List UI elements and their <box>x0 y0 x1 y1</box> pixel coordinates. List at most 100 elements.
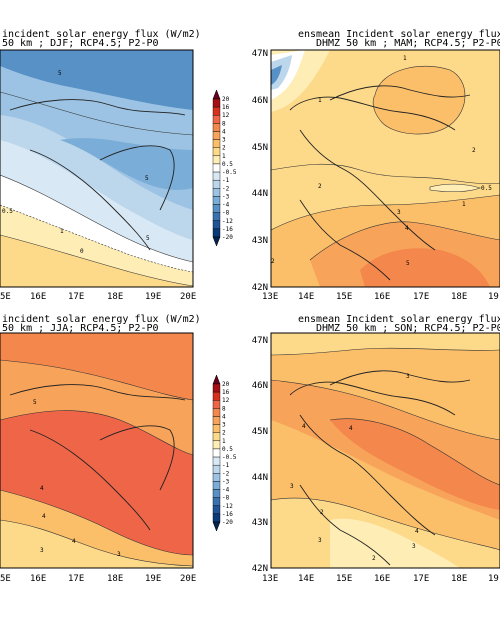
latitude-axis-labels: 47N 46N 45N 44N 43N 42N <box>252 49 268 293</box>
colorbar-tick-label: 16 <box>222 389 230 396</box>
contour-labels: 1 1 2 2 3 4 5 1 0.5 2 <box>271 55 492 267</box>
contour-label: 2 <box>472 147 476 154</box>
lon-label: 17E <box>68 574 84 584</box>
lon-label: 17E <box>68 292 84 302</box>
contour-label: 3 <box>412 543 416 550</box>
contour-label: 4 <box>349 425 353 432</box>
panel-title-line1: ensmean Incident solar energy flux (W/m2… <box>298 314 500 325</box>
colorbar-segment <box>212 196 221 205</box>
lon-label: 18E <box>107 574 123 584</box>
map-frame <box>270 49 500 288</box>
contour-fill-field <box>271 50 500 287</box>
panel-title-line2: 50 km ; DJF; RCP4.5; P2-P0 <box>2 38 159 49</box>
lat-label: 45N <box>252 143 268 153</box>
colorbar-tick-label: 4 <box>222 413 226 420</box>
colorbar-tick-label: 16 <box>222 104 230 111</box>
longitude-axis-labels: 13E 14E 15E 16E 17E 18E 19 <box>262 574 499 584</box>
contour-label: 3 <box>406 373 410 380</box>
colorbar-segment <box>212 400 221 409</box>
panel-title-line1: incident solar energy flux (W/m2) <box>2 29 201 40</box>
contour-label: 1 <box>60 228 64 235</box>
colorbar-segment <box>212 89 221 100</box>
colorbar-segment <box>212 456 221 466</box>
colorbar-tick-label: -20 <box>222 234 233 241</box>
colorbar-segment <box>212 374 221 385</box>
colorbar-segment <box>212 497 221 506</box>
colorbar-segment <box>212 505 221 515</box>
contour-labels: 3 4 4 3 2 3 2 4 3 <box>290 373 419 562</box>
colorbar-segment <box>212 204 221 213</box>
contour-label: 3 <box>117 551 121 558</box>
contour-label: 4 <box>72 538 76 545</box>
lon-label: 19 <box>488 292 499 302</box>
lon-label: 19E <box>145 574 161 584</box>
lat-label: 45N <box>252 427 268 437</box>
colorbar-segment <box>212 391 221 401</box>
lon-label: 18E <box>451 574 467 584</box>
contour-label: 2 <box>318 183 322 190</box>
colorbar-tick-label: -1 <box>222 177 230 184</box>
lon-label: 15E <box>336 292 352 302</box>
lat-label: 46N <box>252 381 268 391</box>
colorbar-segment <box>212 473 221 482</box>
lon-label: 17E <box>413 574 429 584</box>
lat-label: 44N <box>252 473 268 483</box>
lat-label: 46N <box>252 96 268 106</box>
contour-label: 5 <box>33 399 37 406</box>
colorbar-segment <box>212 179 221 189</box>
lon-label: 5E <box>0 574 11 584</box>
panel-title-line1: incident solar energy flux (W/m2) <box>2 314 201 325</box>
contour-label: 5 <box>58 70 62 77</box>
lon-label: 18E <box>451 292 467 302</box>
lat-label: 47N <box>252 336 268 346</box>
colorbar-tick-label: -12 <box>222 503 233 510</box>
lon-label: 20E <box>180 292 196 302</box>
lon-label: 19 <box>488 574 499 584</box>
lon-label: 17E <box>413 292 429 302</box>
contour-labels: 5 4 4 3 4 3 <box>33 399 121 558</box>
latitude-axis-labels: 47N 46N 45N 44N 43N 42N <box>252 336 268 574</box>
colorbar-segment <box>212 440 221 450</box>
colorbar-segment <box>212 424 221 433</box>
contour-label: 2 <box>372 555 376 562</box>
contour-label: 2 <box>271 258 275 265</box>
contour-label: 1 <box>462 201 466 208</box>
contour-label: 0.5 <box>481 185 492 192</box>
contour-label: 3 <box>318 537 322 544</box>
colorbar-segment <box>212 123 221 132</box>
colorbar-tick-label: 1 <box>222 153 226 160</box>
lat-label: 47N <box>252 49 268 59</box>
colorbar-segment <box>212 408 221 417</box>
colorbar-tick-label: 2 <box>222 145 226 152</box>
colorbar-segment <box>212 115 221 124</box>
contour-label: 4 <box>302 423 306 430</box>
lat-label: 44N <box>252 189 268 199</box>
contour-label: 3 <box>290 483 294 490</box>
lon-label: 19E <box>145 292 161 302</box>
colorbar-tick-label: 0.5 <box>222 446 233 453</box>
colorbar-segment <box>212 163 221 173</box>
lon-label: 14E <box>298 574 314 584</box>
colorbar-tick-label: -16 <box>222 511 233 518</box>
lon-label: 20E <box>180 574 196 584</box>
lon-label: 14E <box>298 292 314 302</box>
colorbar-tick-label: -3 <box>222 478 230 485</box>
contour-fill-field <box>271 333 500 568</box>
map-panel-jja: incident solar energy flux (W/m2) 50 km … <box>0 314 201 584</box>
colorbar-tick-label: 8 <box>222 405 226 412</box>
contour-label: 1 <box>318 97 322 104</box>
colorbar-segment <box>212 236 221 247</box>
contour-label: 5 <box>406 260 410 267</box>
contour-fill-field <box>0 333 193 568</box>
colorbar-segment <box>212 188 221 197</box>
lon-label: 13E <box>262 292 278 302</box>
longitude-axis-labels: 13E 14E 15E 16E 17E 18E 19 <box>262 292 499 302</box>
colorbar-segment <box>212 448 221 458</box>
colorbar-segment <box>212 98 221 108</box>
contour-label: 2 <box>320 509 324 516</box>
lon-label: 5E <box>0 292 11 302</box>
colorbar-tick-label: 12 <box>222 397 230 404</box>
contour-label: 4 <box>405 225 409 232</box>
colorbar-tick-label: -1 <box>222 462 230 469</box>
